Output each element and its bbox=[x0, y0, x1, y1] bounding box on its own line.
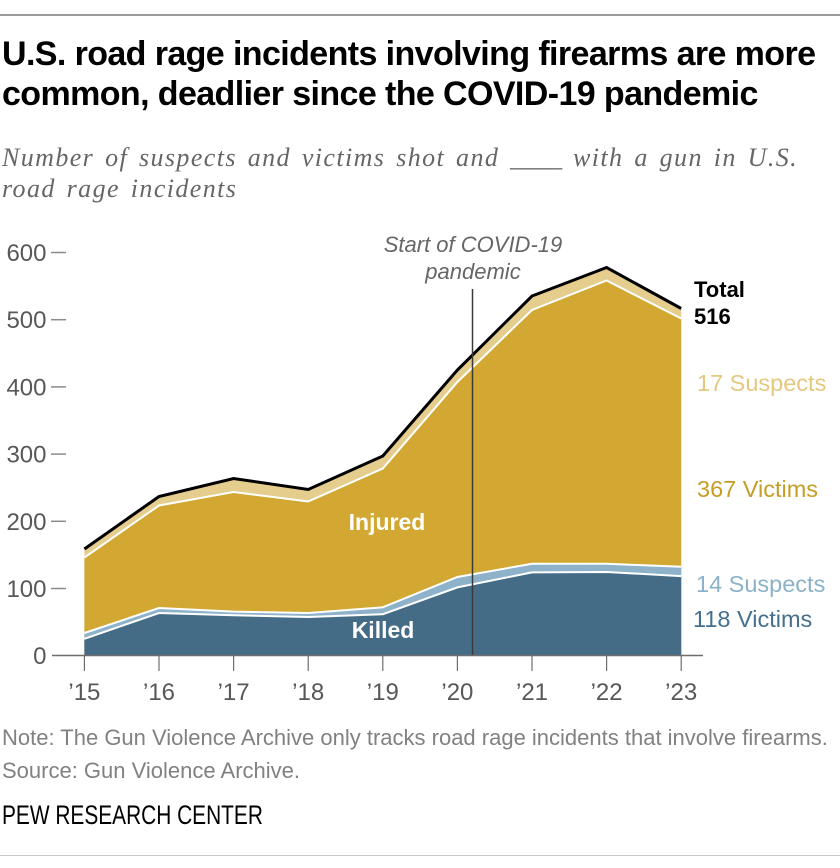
svg-text:’16: ’16 bbox=[143, 679, 175, 706]
svg-text:600: 600 bbox=[6, 240, 46, 267]
svg-text:300: 300 bbox=[6, 442, 46, 469]
svg-text:Injured: Injured bbox=[349, 509, 426, 535]
svg-text:’23: ’23 bbox=[665, 679, 697, 706]
svg-text:’22: ’22 bbox=[591, 679, 623, 706]
svg-text:Start of COVID-19: Start of COVID-19 bbox=[384, 232, 563, 257]
svg-text:400: 400 bbox=[6, 374, 46, 401]
svg-text:14 Suspects: 14 Suspects bbox=[696, 571, 825, 597]
svg-text:500: 500 bbox=[6, 307, 46, 334]
svg-text:367 Victims: 367 Victims bbox=[697, 476, 818, 502]
svg-text:516: 516 bbox=[694, 304, 731, 329]
svg-text:Killed: Killed bbox=[352, 617, 415, 643]
svg-text:118 Victims: 118 Victims bbox=[693, 606, 812, 632]
svg-text:’18: ’18 bbox=[292, 679, 324, 706]
svg-text:’20: ’20 bbox=[441, 679, 473, 706]
svg-text:’19: ’19 bbox=[367, 679, 399, 706]
svg-text:’21: ’21 bbox=[516, 679, 548, 706]
svg-text:’15: ’15 bbox=[68, 679, 100, 706]
svg-text:Total: Total bbox=[694, 277, 745, 302]
svg-text:pandemic: pandemic bbox=[424, 259, 520, 284]
svg-text:100: 100 bbox=[6, 576, 46, 603]
svg-text:0: 0 bbox=[33, 643, 46, 670]
svg-text:200: 200 bbox=[6, 509, 46, 536]
svg-text:17 Suspects: 17 Suspects bbox=[697, 370, 826, 396]
svg-text:’17: ’17 bbox=[218, 679, 250, 706]
